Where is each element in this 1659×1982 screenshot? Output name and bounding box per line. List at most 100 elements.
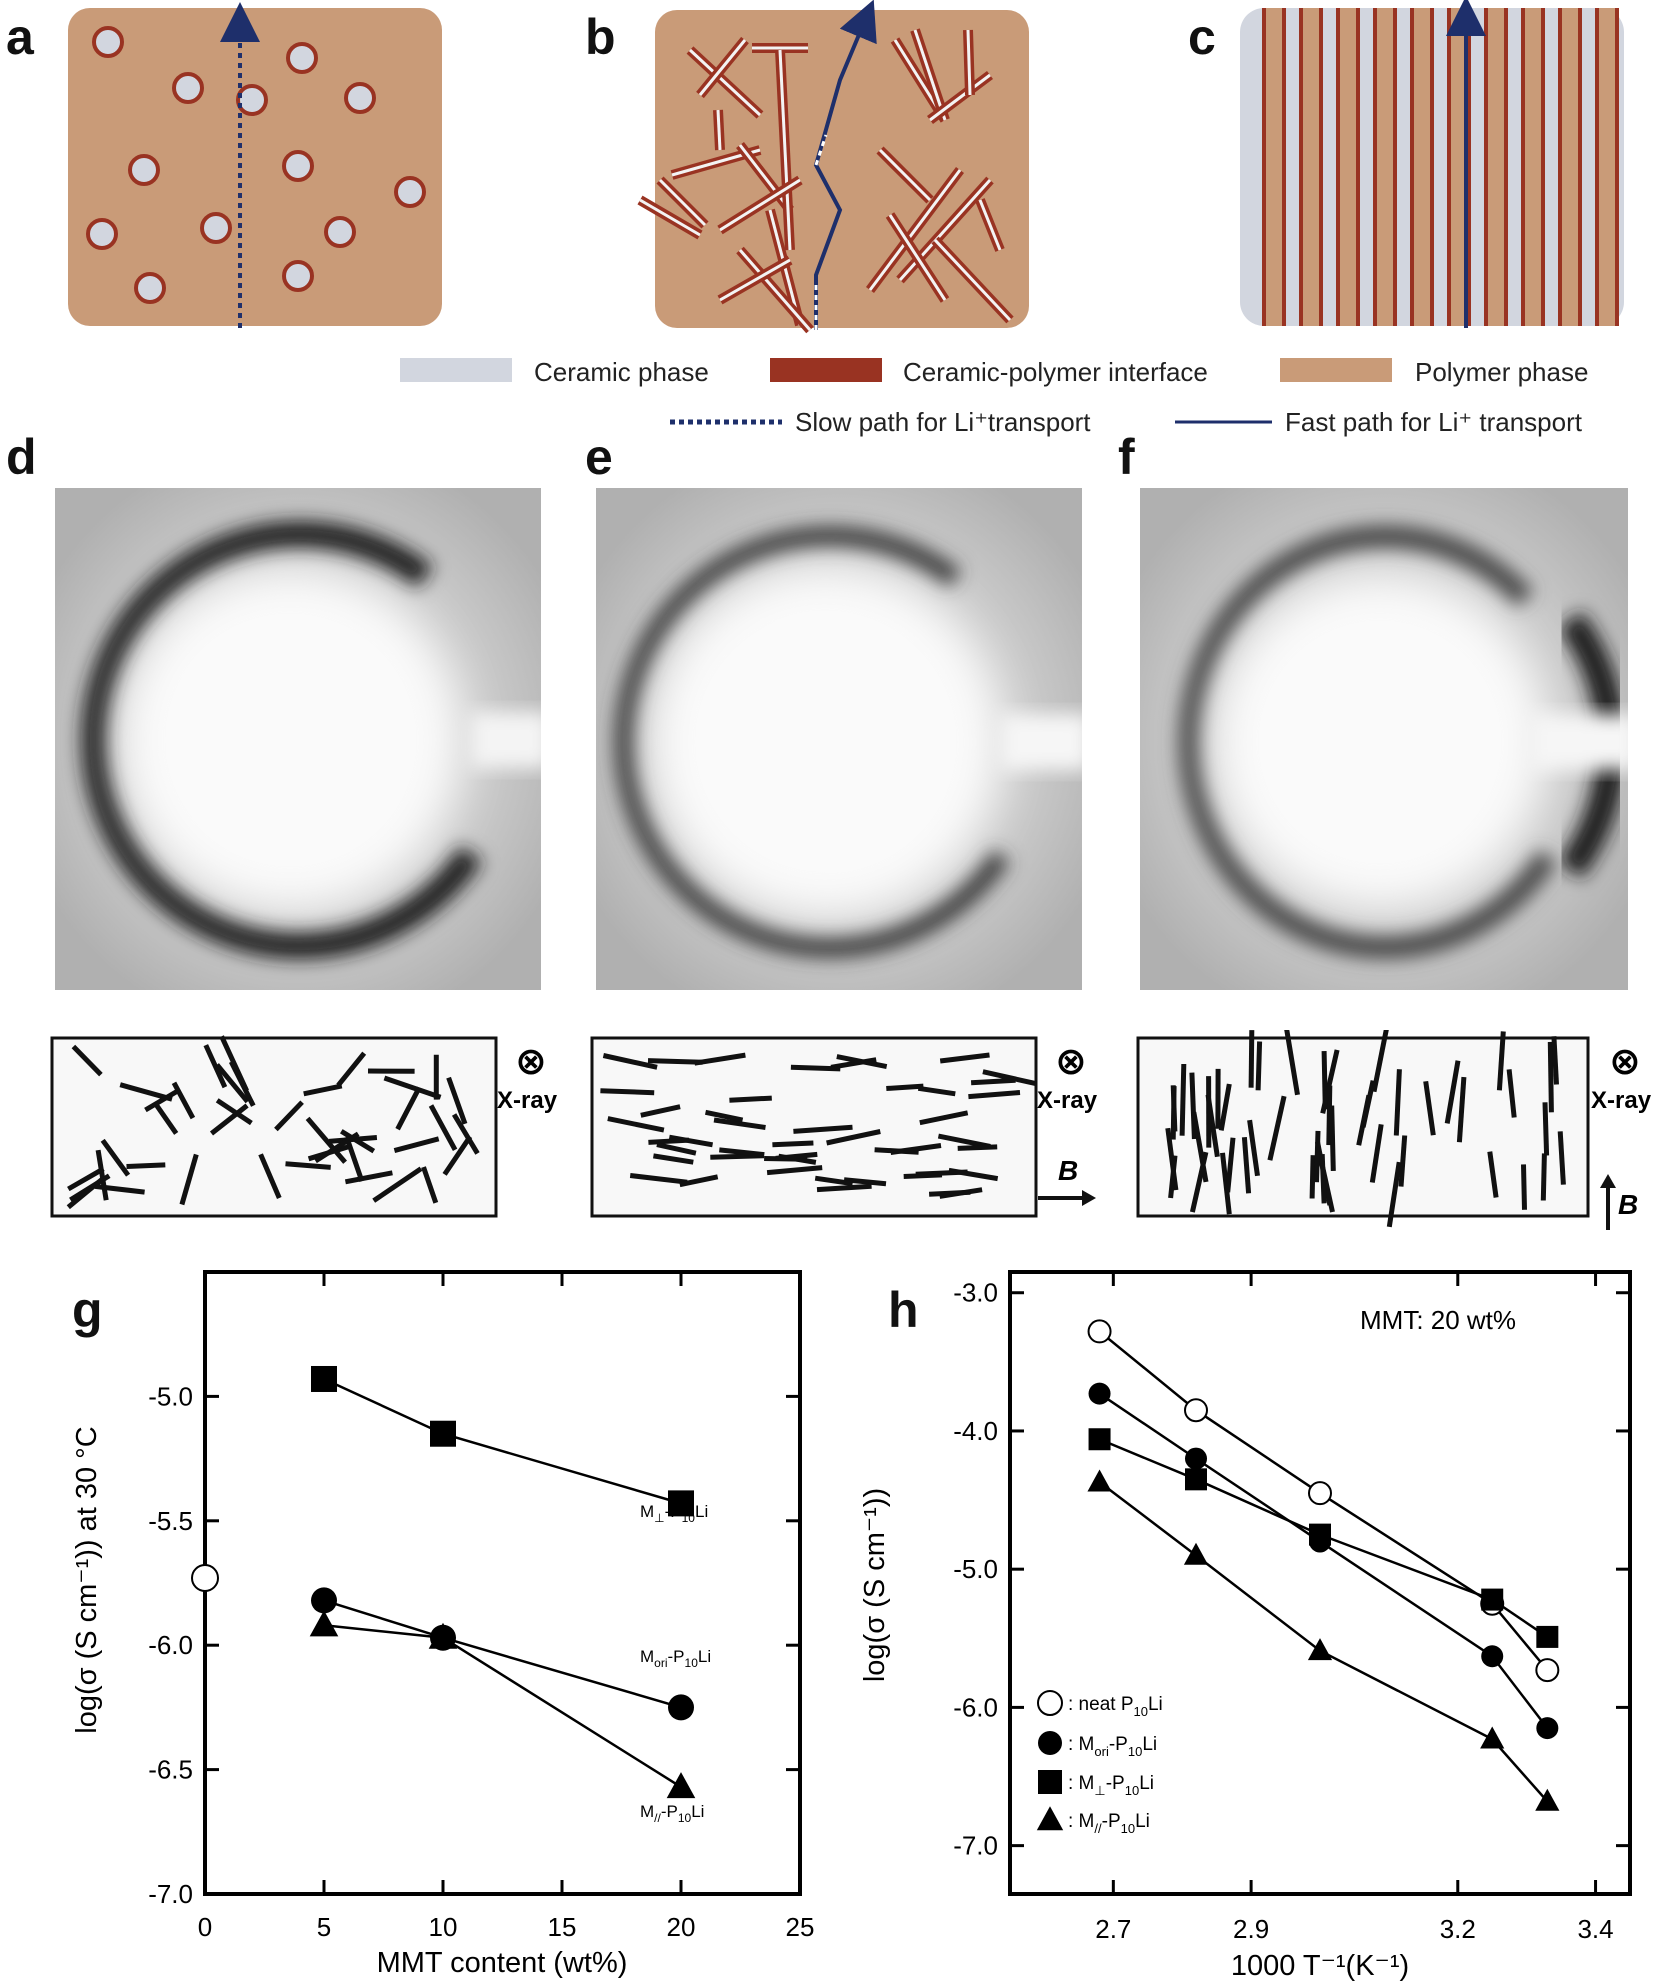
platelet-18 — [640, 1104, 681, 1118]
chart-h-legend-marker-1 — [1038, 1731, 1062, 1755]
chart-h-point-3-3 — [1480, 1726, 1505, 1749]
chart-h-legend-perp-mid: -P — [1106, 1773, 1125, 1794]
interface-line-right-2 — [1356, 8, 1360, 326]
platelet-20 — [607, 1116, 665, 1133]
nanowire-core-14 — [966, 29, 972, 96]
platelet-23 — [1319, 1154, 1327, 1204]
chart-g-xtick-label-0: 0 — [198, 1912, 212, 1942]
platelet-5 — [1179, 1063, 1187, 1136]
ceramic-particle-5 — [128, 154, 160, 186]
nanowire-core-7 — [778, 49, 792, 251]
chart-h-ytick-label-1: -6.0 — [953, 1692, 998, 1722]
platelet-16 — [629, 1173, 688, 1185]
nanowire-core-23 — [888, 214, 947, 301]
nanowire-core-0 — [688, 48, 762, 117]
platelet-19 — [1248, 1030, 1255, 1088]
platelet-23 — [66, 1174, 107, 1210]
nanowire-core-4 — [716, 109, 722, 151]
chart-g-label-ori-sub: ori — [654, 1656, 667, 1670]
platelet-28 — [679, 1174, 719, 1188]
panel-label-d: d — [6, 429, 37, 485]
chart-h-point-3-0 — [1087, 1469, 1112, 1492]
ceramic-particle-9 — [200, 212, 232, 244]
nanowire-core-17 — [719, 178, 801, 232]
platelet-41 — [344, 1136, 365, 1183]
chart-h-legend-par: : M//-P10Li — [1068, 1811, 1150, 1836]
chart-h-xtick-label-2: 3.2 — [1440, 1914, 1476, 1944]
interface-line-left-0 — [1262, 8, 1266, 326]
chart-h-legend-perp-prefix: : M — [1068, 1773, 1094, 1794]
platelet-44 — [1506, 1069, 1517, 1118]
chart-g-xtick-label-3: 15 — [548, 1912, 577, 1942]
platelet-37 — [395, 1086, 422, 1131]
legend-polymer-label: Polymer phase — [1415, 357, 1588, 387]
panel-label-g: g — [72, 1282, 103, 1338]
chart-h-point-0-1 — [1184, 1398, 1208, 1423]
xray-symbol-d: ⊗ — [515, 1041, 547, 1083]
interface-line-left-7 — [1521, 8, 1525, 326]
schematic-e-horizontal-platelets — [600, 1052, 1037, 1199]
chart-h-legend-neat-tail: Li — [1148, 1694, 1163, 1715]
platelet-12 — [336, 1051, 367, 1087]
chart-h-point-1-0 — [1088, 1382, 1111, 1405]
nanowire-core-10 — [868, 169, 962, 291]
interface-line-left-8 — [1558, 8, 1562, 326]
platelet-34 — [258, 1153, 282, 1199]
chart-g-ytick-label-1: -6.5 — [148, 1755, 193, 1785]
panel-label-h: h — [888, 1282, 919, 1338]
platelet-13 — [1456, 1076, 1467, 1143]
chart-g-line-2 — [323, 1624, 682, 1789]
platelet-4 — [100, 1138, 131, 1177]
platelet-31 — [600, 1088, 655, 1096]
platelet-22 — [1241, 1137, 1252, 1194]
chart-h-point-2-2 — [1309, 1523, 1331, 1546]
chart-g-label-par-main: M — [640, 1802, 654, 1821]
chart-g-label-perp-sub2: 10 — [682, 1511, 696, 1525]
platelet-44 — [729, 1095, 772, 1103]
platelet-15 — [171, 1081, 196, 1120]
legend-ceramic-swatch — [400, 358, 512, 382]
chart-h-point-0-2 — [1308, 1481, 1332, 1506]
platelet-43 — [1225, 1137, 1236, 1193]
platelet-26 — [826, 1129, 881, 1146]
chart-h-point-3-2 — [1307, 1638, 1333, 1661]
ceramic-particle-2 — [286, 42, 318, 74]
chart-h-point-1-3 — [1481, 1645, 1504, 1668]
chart-g-label-ori-sub2: 10 — [685, 1656, 699, 1670]
platelet-40 — [428, 1104, 458, 1151]
ceramic-particle-6 — [282, 150, 314, 182]
platelet-1 — [647, 1058, 703, 1065]
chart-g-ytick-label-0: -7.0 — [148, 1879, 193, 1909]
chart-h-legend-neat: : neat P10Li — [1068, 1694, 1163, 1719]
xray-symbol-f: ⊗ — [1609, 1041, 1641, 1083]
panel-b-mixed-path — [813, 0, 877, 330]
chart-g-point-1-0 — [311, 1587, 337, 1614]
platelet-29 — [653, 1153, 694, 1165]
platelet-33 — [451, 1113, 480, 1155]
platelet-37 — [948, 1167, 999, 1182]
platelet-28 — [1191, 1111, 1209, 1183]
platelet-39 — [982, 1069, 1037, 1087]
platelet-38 — [344, 1170, 393, 1185]
platelet-32 — [903, 1172, 943, 1179]
chart-g-point-1-2 — [668, 1694, 694, 1721]
chart-g-markers — [191, 1365, 696, 1799]
chart-h-legend-ori-mid: -P — [1109, 1734, 1128, 1755]
interface-line-right-9 — [1615, 8, 1619, 326]
nanowire-core-9 — [878, 148, 932, 202]
platelet-33 — [1551, 1036, 1559, 1085]
platelet-10 — [928, 1189, 971, 1197]
chart-g-line-0 — [323, 1377, 682, 1505]
chart-h-point-3-1 — [1183, 1542, 1209, 1565]
platelet-31 — [1220, 1152, 1232, 1215]
platelet-40 — [704, 1109, 744, 1123]
chart-g-label-perp-main: M — [640, 1502, 654, 1521]
platelet-20 — [383, 1075, 442, 1100]
platelet-38 — [957, 1144, 998, 1151]
interface-line-left-1 — [1299, 8, 1303, 326]
nanowire-core-22 — [933, 238, 1012, 322]
platelet-32 — [1371, 1030, 1389, 1093]
platelet-9 — [305, 1116, 348, 1164]
platelet-29 — [442, 1135, 473, 1176]
chart-h-markers — [1087, 1319, 1560, 1811]
